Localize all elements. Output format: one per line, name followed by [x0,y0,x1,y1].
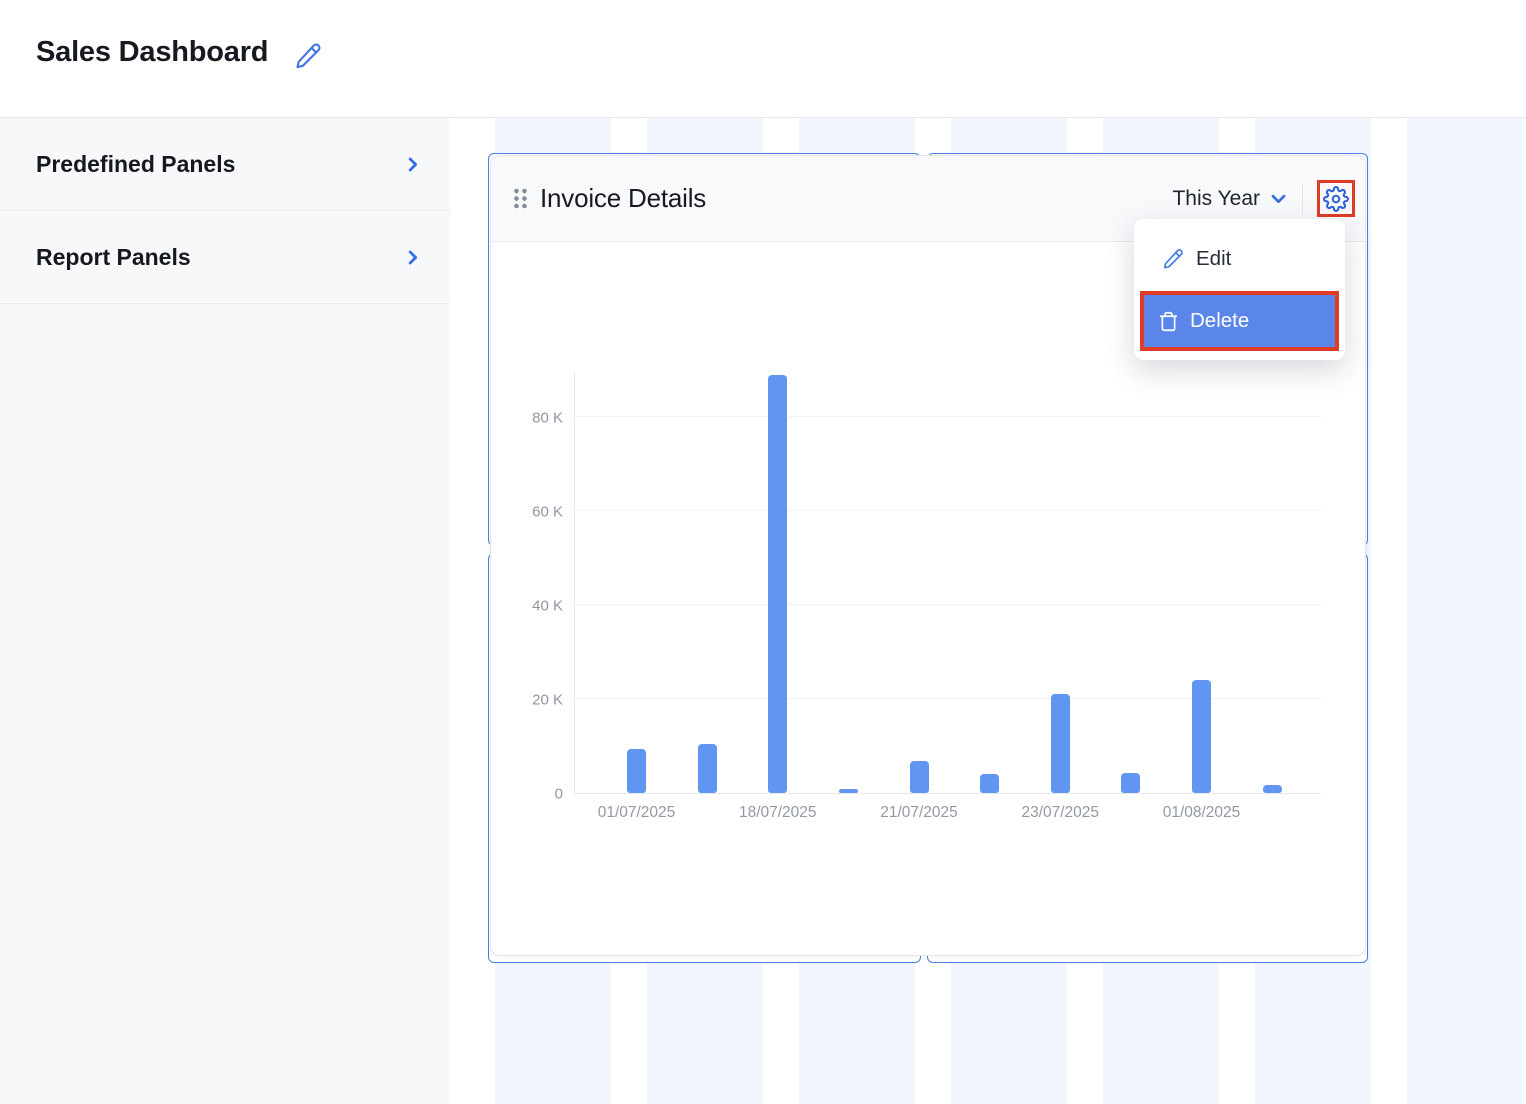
gridline [575,604,1322,605]
bar [980,774,999,793]
bar [1263,785,1282,793]
sidebar: Predefined Panels Report Panels [0,118,450,1104]
settings-menu: Edit Delete [1134,219,1345,360]
drag-handle-icon[interactable] [512,187,529,210]
bar [910,761,929,793]
menu-item-delete[interactable]: Delete [1144,295,1335,347]
title-edit-pencil-icon[interactable] [294,42,322,70]
header-vertical-divider [1302,184,1303,214]
page-root: Sales Dashboard Predefined Panels Report… [0,0,1526,1104]
bar [1051,694,1070,793]
x-tick-label: 21/07/2025 [849,804,989,822]
menu-item-edit[interactable]: Edit [1134,240,1345,278]
x-tick-label: 18/07/2025 [708,804,848,822]
menu-item-label: Edit [1196,247,1231,271]
date-range-label: This Year [1172,187,1260,211]
gear-highlight-box [1317,180,1355,217]
bar [1192,680,1211,793]
x-tick-label: 23/07/2025 [990,804,1130,822]
gridline [575,416,1322,417]
sidebar-item-label: Predefined Panels [36,151,235,178]
y-tick-label: 20 K [532,692,563,709]
gear-icon [1323,186,1349,212]
date-range-selector[interactable]: This Year [1172,187,1288,211]
menu-item-label: Delete [1190,309,1249,333]
settings-gear-button[interactable] [1323,185,1350,212]
y-tick-label: 40 K [532,598,563,615]
bar [768,375,787,793]
chart-plot: 01/07/202518/07/202521/07/202523/07/2025… [574,371,1321,794]
bar [839,789,858,793]
dashboard-area: Invoice Details This Year [450,118,1526,1104]
sidebar-item-report-panels[interactable]: Report Panels [0,211,450,304]
gridline [575,510,1322,511]
x-tick-label: 01/08/2025 [1132,804,1272,822]
sidebar-item-label: Report Panels [36,244,191,271]
bar [1121,773,1140,793]
page-title: Sales Dashboard [36,36,268,69]
y-tick-label: 60 K [532,504,563,521]
bar [627,749,646,793]
y-tick-label: 80 K [532,410,563,427]
bar [698,744,717,793]
chevron-down-icon [1269,189,1288,208]
y-tick-label: 0 [555,786,563,803]
panel-title: Invoice Details [540,183,706,214]
chevron-right-icon [403,155,422,174]
chart-y-axis-labels: 020 K40 K60 K80 K [491,371,563,794]
x-tick-label: 01/07/2025 [567,804,707,822]
trash-icon [1158,311,1179,332]
delete-highlight-box: Delete [1140,291,1339,351]
chevron-right-icon [403,248,422,267]
sidebar-item-predefined-panels[interactable]: Predefined Panels [0,118,450,211]
pencil-icon [1162,248,1184,270]
